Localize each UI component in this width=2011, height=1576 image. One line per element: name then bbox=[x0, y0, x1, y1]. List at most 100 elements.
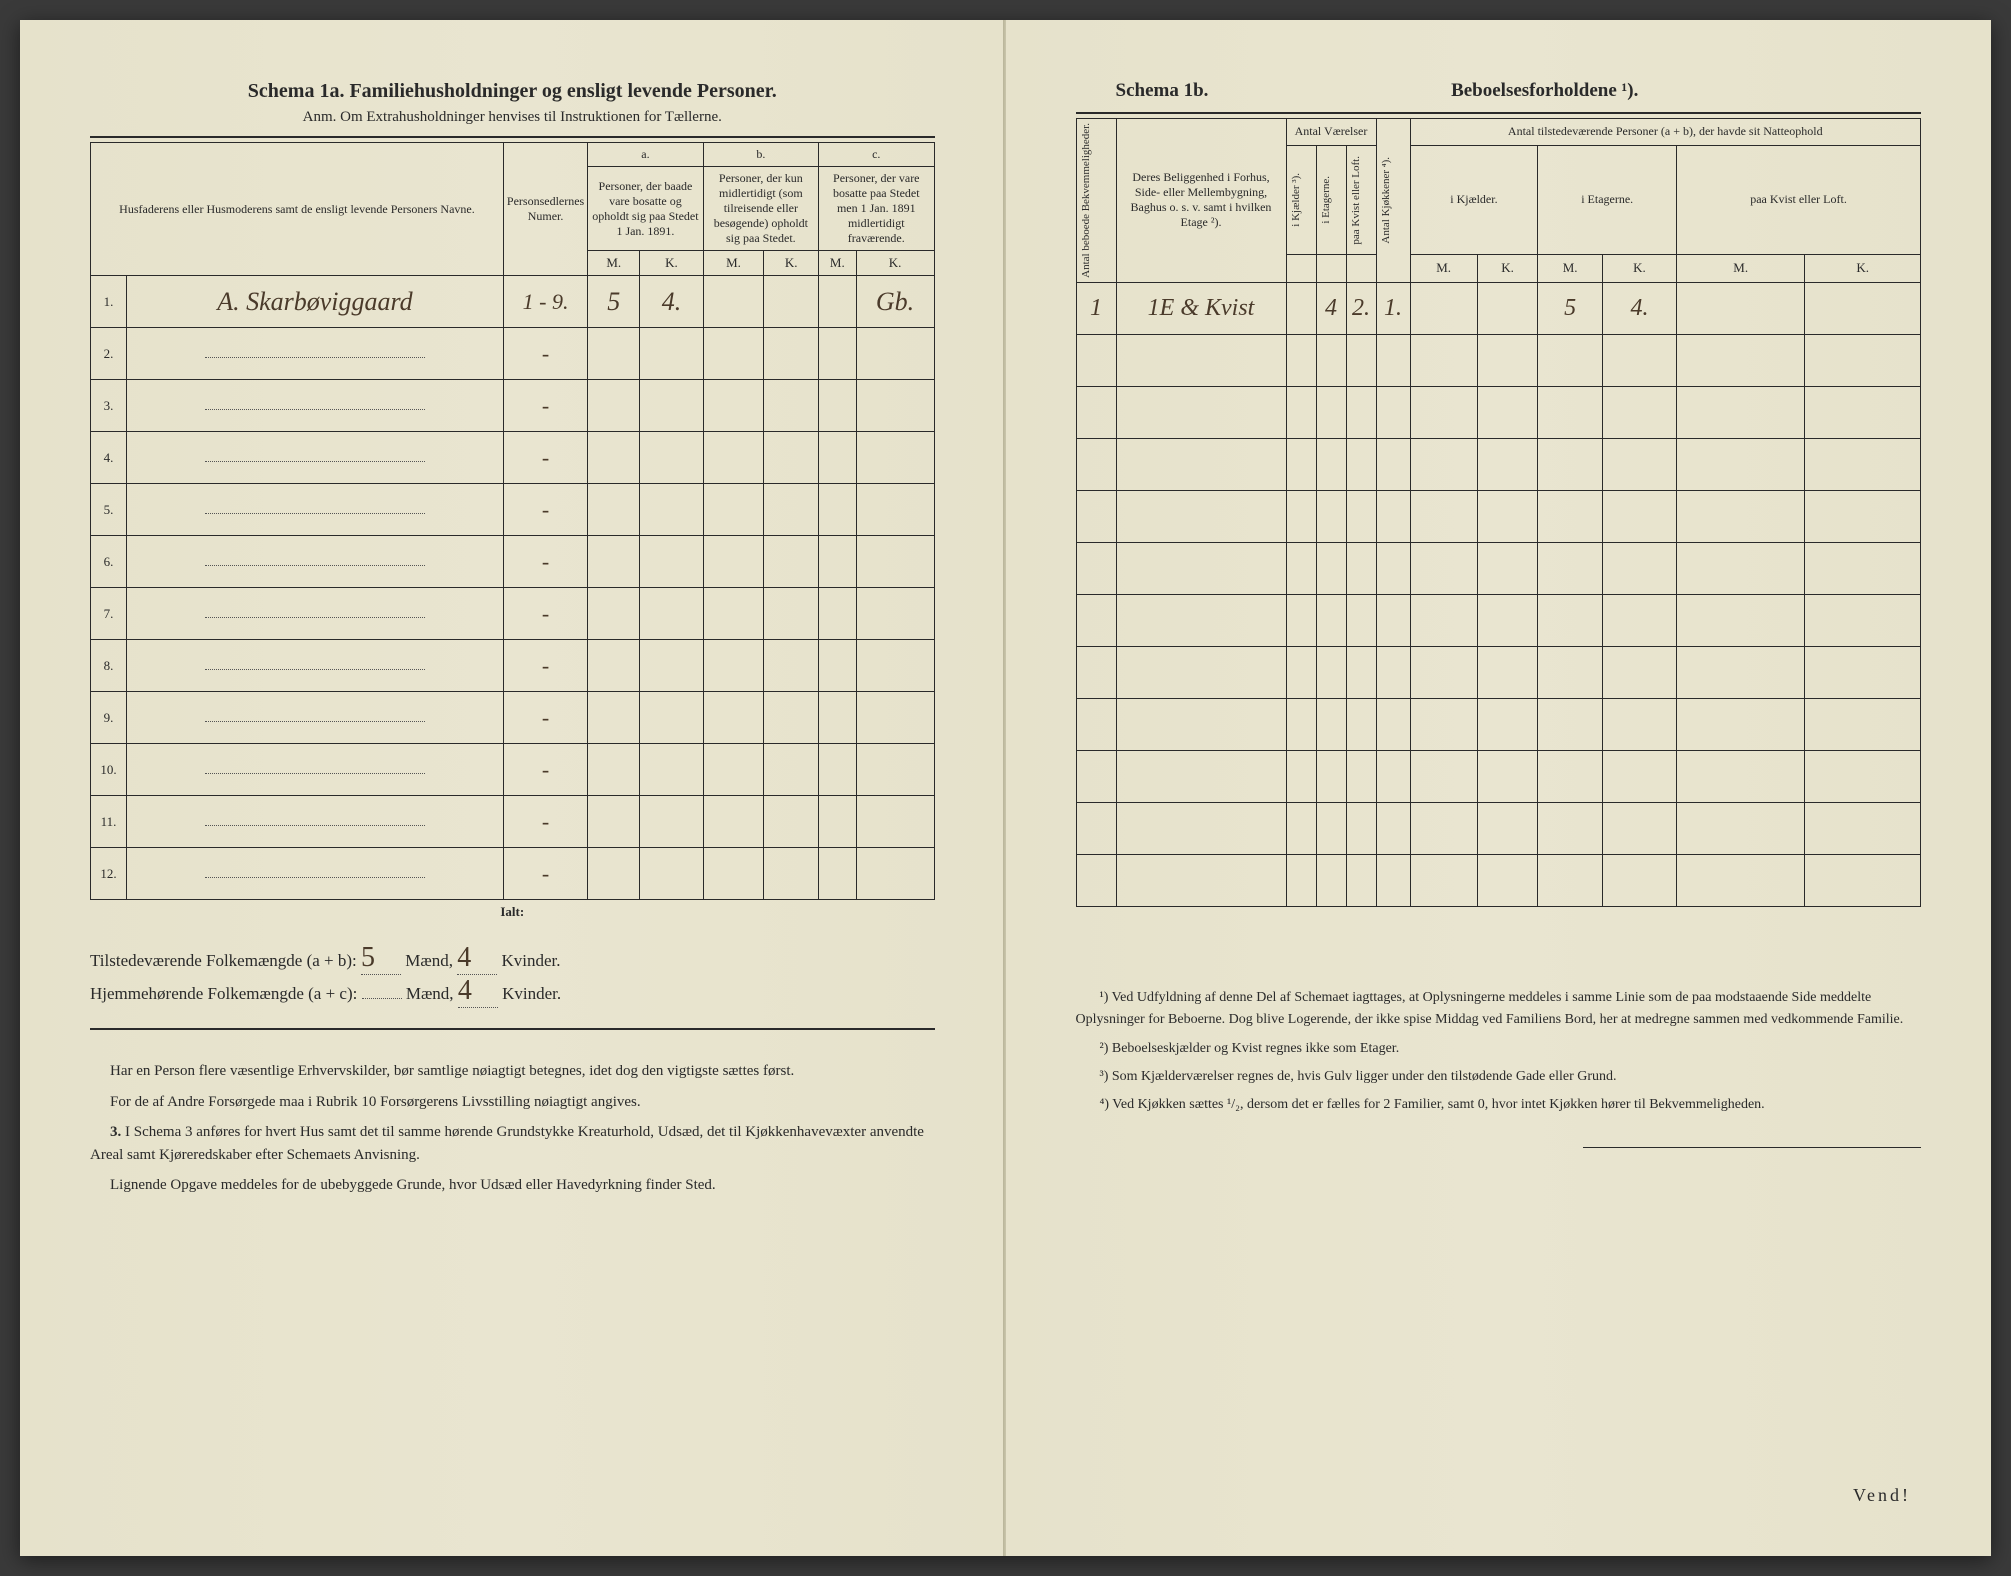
row-c-k bbox=[856, 848, 934, 900]
row-number: 10. bbox=[91, 744, 127, 796]
row-sedler: - bbox=[503, 848, 587, 900]
col-sedler-header: Personsedlernes Numer. bbox=[503, 143, 587, 276]
cell: 4 bbox=[1316, 282, 1346, 334]
cell bbox=[1538, 594, 1603, 646]
cell bbox=[1538, 750, 1603, 802]
row-b-k bbox=[764, 692, 819, 744]
row-c-k bbox=[856, 640, 934, 692]
cell bbox=[1805, 594, 1921, 646]
cell bbox=[1116, 438, 1286, 490]
row-c-k bbox=[856, 432, 934, 484]
cell bbox=[1805, 542, 1921, 594]
row-sedler: - bbox=[503, 640, 587, 692]
group-c-label: c. bbox=[819, 143, 934, 167]
cell bbox=[1346, 490, 1376, 542]
cell bbox=[1116, 386, 1286, 438]
row-b-k bbox=[764, 380, 819, 432]
cell bbox=[1376, 750, 1410, 802]
table-row bbox=[1076, 646, 1921, 698]
table-row: 11E & Kvist42.1.54. bbox=[1076, 282, 1921, 334]
row-sedler: - bbox=[503, 484, 587, 536]
cell bbox=[1805, 334, 1921, 386]
note-p4: Lignende Opgave meddeles for de ubebygge… bbox=[90, 1174, 935, 1197]
cell bbox=[1116, 698, 1286, 750]
cell bbox=[1677, 698, 1805, 750]
row-a-k bbox=[640, 328, 703, 380]
cell bbox=[1346, 750, 1376, 802]
row-a-k bbox=[640, 432, 703, 484]
cell bbox=[1286, 750, 1316, 802]
cell bbox=[1316, 594, 1346, 646]
cell bbox=[1316, 386, 1346, 438]
cell bbox=[1286, 282, 1316, 334]
pkv-k: K. bbox=[1805, 254, 1921, 282]
row-a-m bbox=[588, 536, 640, 588]
summary2-label: Hjemmehørende Folkemængde (a + c): bbox=[90, 984, 357, 1004]
cell bbox=[1316, 698, 1346, 750]
row-number: 8. bbox=[91, 640, 127, 692]
cell bbox=[1116, 490, 1286, 542]
summary-block: Tilstedeværende Folkemængde (a + b): 5 M… bbox=[90, 942, 935, 1008]
pkv-m: M. bbox=[1677, 254, 1805, 282]
right-footnotes: ¹) Ved Udfyldning af denne Del af Schema… bbox=[1076, 987, 1922, 1117]
cell bbox=[1538, 802, 1603, 854]
table-row: 10.- bbox=[91, 744, 935, 796]
rooms-b: i Etagerne. bbox=[1320, 176, 1332, 224]
note-p2: For de af Andre Forsørgede maa i Rubrik … bbox=[90, 1091, 935, 1114]
row-b-m bbox=[703, 640, 764, 692]
footnote-1: ¹) Ved Udfyldning af denne Del af Schema… bbox=[1076, 987, 1922, 1032]
footnote-4: ⁴) Ved Kjøkken sættes ¹/₂, dersom det er… bbox=[1076, 1094, 1922, 1116]
row-name bbox=[127, 796, 504, 848]
cell bbox=[1116, 594, 1286, 646]
table-row: 8. - bbox=[91, 640, 935, 692]
census-document: Schema 1a. Familiehusholdninger og ensli… bbox=[20, 20, 1991, 1556]
cell bbox=[1805, 854, 1921, 906]
cell bbox=[1677, 802, 1805, 854]
row-b-k bbox=[764, 588, 819, 640]
cell bbox=[1477, 386, 1538, 438]
cell bbox=[1602, 386, 1676, 438]
table-row: 3.- bbox=[91, 380, 935, 432]
row-c-k bbox=[856, 744, 934, 796]
cell bbox=[1076, 646, 1116, 698]
left-notes: Har en Person flere væsentlige Erhvervsk… bbox=[90, 1060, 935, 1197]
row-c-m bbox=[819, 536, 857, 588]
cell: 1. bbox=[1376, 282, 1410, 334]
table-row: 2.- bbox=[91, 328, 935, 380]
cell bbox=[1602, 854, 1676, 906]
schema-1b-label: Schema 1b. bbox=[1116, 80, 1209, 102]
row-b-m bbox=[703, 380, 764, 432]
row-a-m bbox=[588, 640, 640, 692]
cell bbox=[1316, 854, 1346, 906]
cell bbox=[1677, 854, 1805, 906]
cell bbox=[1076, 854, 1116, 906]
cell bbox=[1316, 334, 1346, 386]
cell bbox=[1477, 854, 1538, 906]
row-c-k bbox=[856, 328, 934, 380]
table-row bbox=[1076, 594, 1921, 646]
cell bbox=[1602, 698, 1676, 750]
cell bbox=[1316, 542, 1346, 594]
summary2-m bbox=[362, 998, 402, 999]
cell bbox=[1477, 698, 1538, 750]
row-c-k bbox=[856, 536, 934, 588]
row-a-m bbox=[588, 432, 640, 484]
cell bbox=[1410, 438, 1477, 490]
row-b-m bbox=[703, 744, 764, 796]
note-p1: Har en Person flere væsentlige Erhvervsk… bbox=[90, 1060, 935, 1083]
cell bbox=[1376, 646, 1410, 698]
cell bbox=[1316, 802, 1346, 854]
cell bbox=[1677, 386, 1805, 438]
row-number: 4. bbox=[91, 432, 127, 484]
table-row: 6.- bbox=[91, 536, 935, 588]
row-a-m bbox=[588, 744, 640, 796]
row-b-k bbox=[764, 328, 819, 380]
cell bbox=[1346, 802, 1376, 854]
cell bbox=[1410, 646, 1477, 698]
cell bbox=[1346, 438, 1376, 490]
summary1-label: Tilstedeværende Folkemængde (a + b): bbox=[90, 951, 357, 971]
row-a-m bbox=[588, 692, 640, 744]
cell bbox=[1602, 750, 1676, 802]
cell bbox=[1376, 490, 1410, 542]
row-number: 3. bbox=[91, 380, 127, 432]
